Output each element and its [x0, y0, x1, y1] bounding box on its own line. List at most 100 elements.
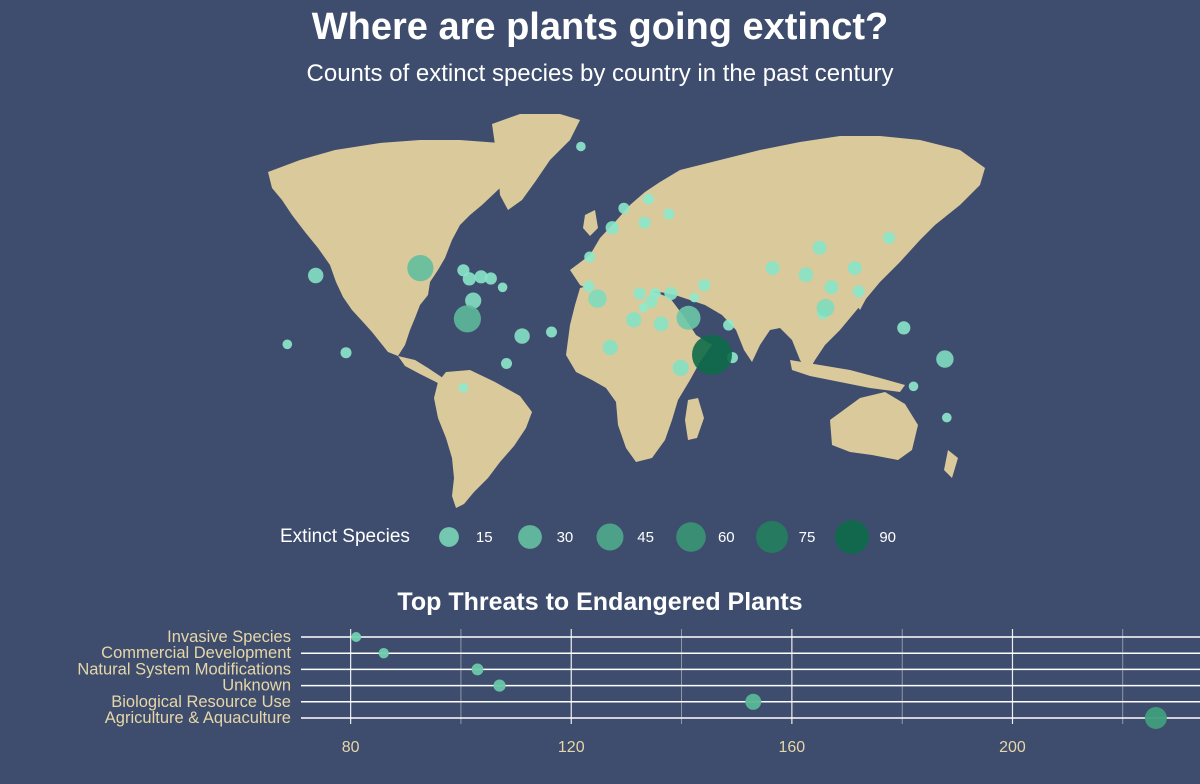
landmass-greenland [492, 114, 580, 210]
landmass-central-america [398, 356, 450, 388]
map-point [546, 326, 557, 338]
legend-swatch-45 [587, 514, 633, 560]
map-point [897, 321, 911, 335]
threat-dot [1144, 707, 1167, 729]
landmass-japan [853, 260, 870, 310]
map-point [645, 295, 658, 308]
map-point [653, 316, 669, 332]
map-points-layer [282, 141, 954, 423]
legend-swatch-30 [507, 514, 553, 560]
legend-circle-45 [596, 523, 624, 551]
map-point [465, 292, 482, 309]
map-point [663, 208, 675, 220]
legend-item-75: 75 [749, 514, 816, 560]
legend-circle-60 [676, 522, 706, 552]
legend-label-75: 75 [798, 528, 816, 546]
page-title: Where are plants going extinct? [311, 6, 889, 48]
threats-chart-title: Top Threats to Endangered Plants [397, 588, 803, 616]
page-subtitle: Counts of extinct species by country in … [306, 60, 894, 87]
map-point [453, 305, 481, 333]
map-point [605, 221, 619, 235]
threat-dot [378, 648, 389, 659]
map-point [340, 347, 352, 359]
landmass-australia [830, 392, 918, 460]
map-point [824, 280, 839, 295]
map-point [723, 319, 735, 331]
legend-swatch-90 [829, 514, 875, 560]
threat-dot [471, 663, 484, 676]
map-point [638, 216, 651, 229]
landmass-africa [566, 283, 712, 462]
map-point [308, 267, 324, 284]
landmass-indonesia [790, 360, 905, 392]
x-tick-label: 200 [999, 739, 1026, 756]
landmass-north-america [268, 140, 520, 356]
legend-circle-75 [755, 521, 788, 553]
legend-item-30: 30 [507, 514, 574, 560]
map-point [407, 255, 434, 282]
category-label: Unknown [222, 677, 291, 695]
map-point [501, 358, 512, 369]
landmass-south-america [434, 370, 532, 508]
map-point [852, 285, 865, 298]
x-tick-label: 120 [558, 739, 585, 756]
map-point [514, 328, 530, 344]
category-label: Agriculture & Aquaculture [105, 709, 291, 727]
legend-item-15: 15 [426, 514, 493, 560]
threat-dot [351, 632, 362, 642]
x-tick-label: 80 [342, 739, 360, 756]
map-point [626, 312, 642, 328]
legend-label-60: 60 [717, 528, 735, 546]
map-point [672, 359, 689, 376]
map-point [692, 334, 732, 375]
threat-dot [745, 693, 762, 710]
map-point [942, 412, 952, 423]
landmass-madagascar [685, 398, 704, 440]
map-point [584, 251, 596, 263]
map-point [689, 292, 700, 303]
map-point [798, 267, 814, 282]
map-point [816, 298, 835, 317]
map-point [588, 289, 607, 308]
x-tick-label: 160 [779, 739, 806, 756]
legend-label-30: 30 [556, 528, 574, 546]
legend-item-90: 90 [829, 514, 896, 560]
map-point [908, 381, 919, 392]
landmass-uk [583, 210, 598, 236]
map-point [664, 286, 678, 301]
landmass-new-zealand [944, 450, 958, 478]
map-point [618, 202, 630, 214]
map-point [765, 261, 780, 276]
map-point [602, 339, 618, 356]
legend-item-60: 60 [668, 514, 735, 560]
map-point [812, 240, 827, 255]
legend-circle-90 [835, 520, 870, 554]
legend-swatch-15 [426, 514, 472, 560]
category-label: Commercial Development [101, 644, 291, 662]
map-point [576, 141, 586, 152]
map-point [633, 287, 646, 300]
map-point [462, 272, 476, 286]
legend-swatch-75 [749, 514, 795, 560]
map-point [474, 270, 488, 284]
size-legend: Extinct Species 15 30 45 60 75 90 [280, 512, 910, 562]
legend-label-90: 90 [879, 528, 897, 546]
map-point [676, 305, 701, 330]
legend-label-15: 15 [475, 528, 493, 546]
map-point [638, 302, 649, 313]
legend-title: Extinct Species [280, 526, 410, 547]
threat-dot [493, 679, 506, 692]
map-point [458, 383, 469, 393]
legend-circle-15 [439, 527, 459, 547]
map-point [883, 231, 896, 244]
category-label: Biological Resource Use [111, 693, 291, 711]
map-point [642, 193, 654, 205]
legend-label-45: 45 [637, 528, 654, 546]
map-point [847, 261, 862, 276]
map-point [497, 282, 508, 293]
landmass-eurasia [570, 136, 985, 372]
legend-circle-30 [517, 525, 542, 549]
map-point [282, 339, 293, 350]
